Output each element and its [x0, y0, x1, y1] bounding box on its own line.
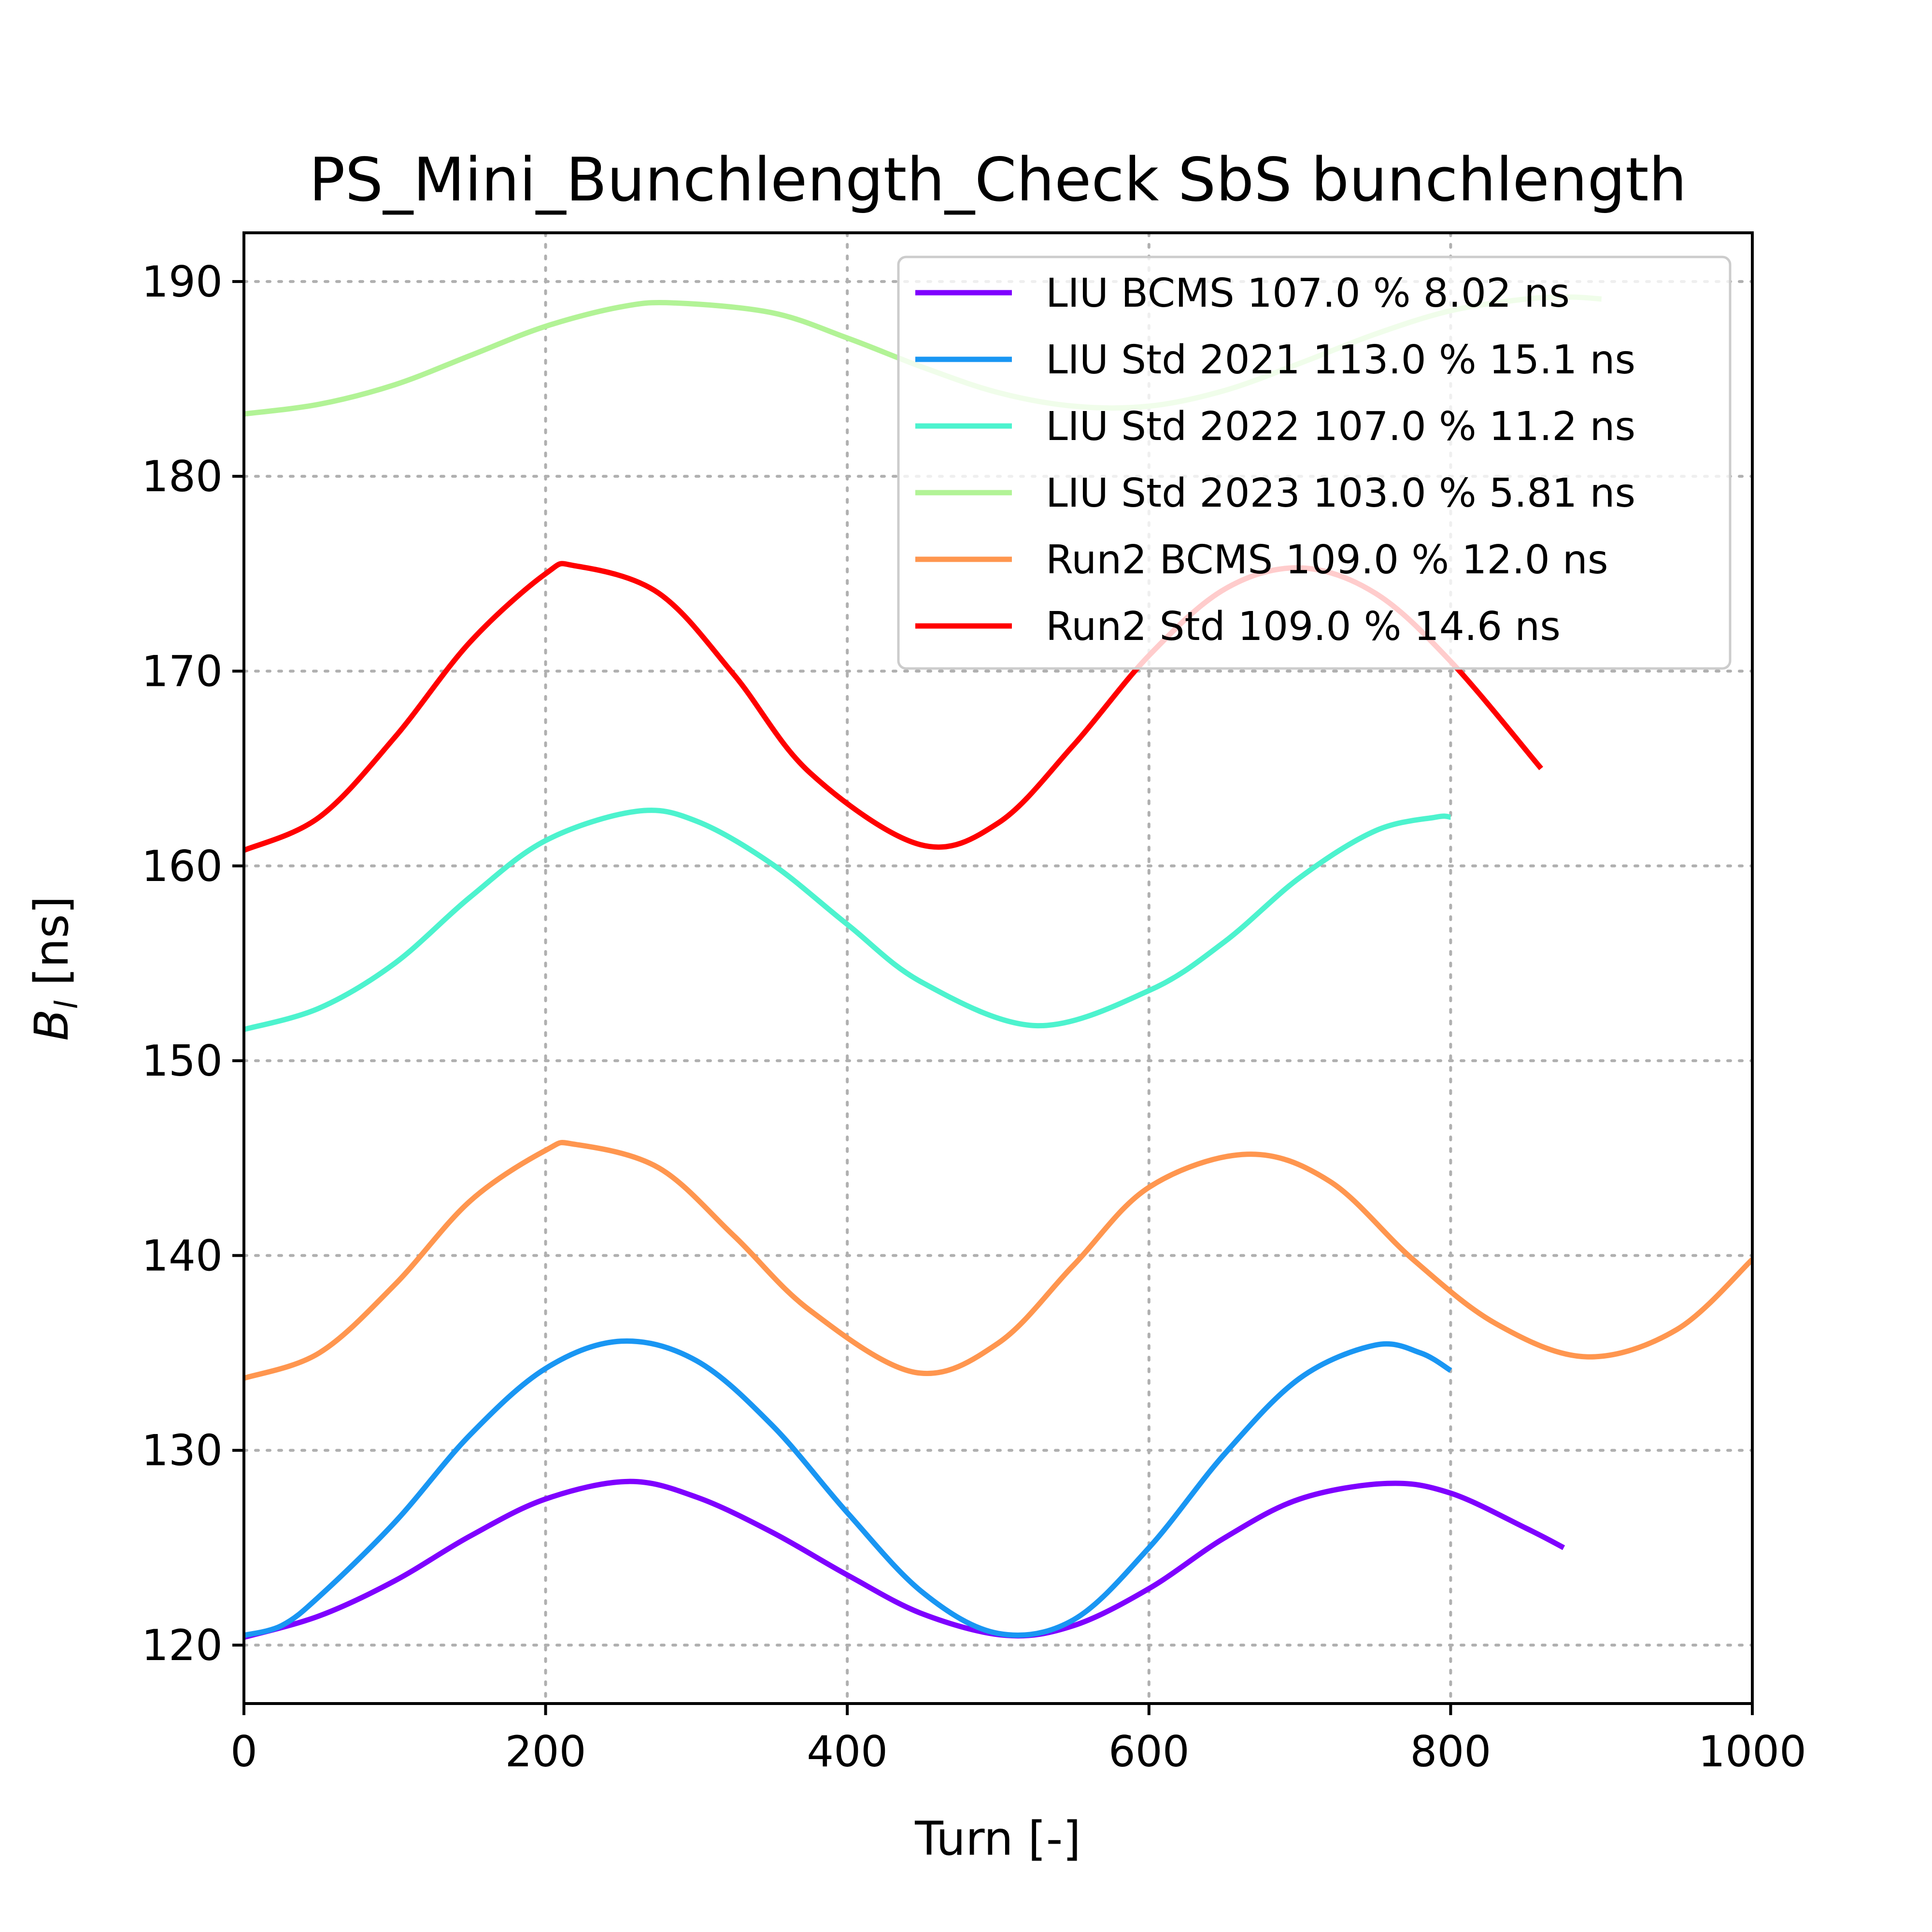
series-line-2	[244, 1338, 1452, 1638]
series-line-3	[244, 808, 1451, 1032]
y-tick-label: 140	[142, 1231, 223, 1280]
legend: LIU BCMS 107.0 % 8.02 ns LIU Std 2021 113…	[897, 256, 1732, 670]
x-tick-label: 0	[230, 1727, 257, 1776]
y-tick-label: 170	[142, 646, 223, 696]
y-tick-label: 150	[142, 1036, 223, 1086]
chart-title: PS_Mini_Bunchlength_Check SbS bunchlengt…	[309, 145, 1687, 215]
series-line-1	[244, 1478, 1565, 1640]
y-tick-label: 130	[142, 1426, 223, 1476]
legend-label: LIU BCMS 107.0 % 8.02 ns	[1046, 270, 1570, 316]
x-tick-label: 1000	[1698, 1727, 1806, 1776]
legend-label: LIU Std 2021 113.0 % 15.1 ns	[1046, 337, 1635, 383]
y-axis-title-sub: l	[49, 1000, 85, 1009]
y-tick-label: 160	[142, 841, 223, 891]
legend-label: Run2 Std 109.0 % 14.6 ns	[1046, 604, 1561, 650]
legend-label: LIU Std 2022 107.0 % 11.2 ns	[1046, 404, 1635, 450]
y-tick-label: 180	[142, 452, 223, 501]
x-tick-label: 800	[1410, 1727, 1491, 1776]
legend-label: Run2 BCMS 109.0 % 12.0 ns	[1046, 537, 1608, 583]
y-axis-title-rest: [ns]	[25, 896, 79, 1000]
y-tick-label: 120	[142, 1620, 223, 1670]
x-tick-label: 600	[1108, 1727, 1190, 1776]
axis-ticks: 0 200 400 600 800 1000 120 130 140 150 160 170 180 19…	[142, 257, 1806, 1776]
legend-label: LIU Std 2023 103.0 % 5.81 ns	[1046, 470, 1635, 516]
plot-frame	[242, 231, 1754, 1705]
x-tick-label: 400	[807, 1727, 888, 1776]
y-tick-label: 190	[142, 257, 223, 307]
series-line-5	[244, 1140, 1752, 1381]
x-axis-title: Turn [-]	[914, 1812, 1081, 1866]
y-axis-title: Bl [ns]	[25, 896, 85, 1041]
legend-box	[897, 256, 1732, 670]
y-axis-title-main: B	[25, 1009, 79, 1041]
x-tick-label: 200	[505, 1727, 586, 1776]
